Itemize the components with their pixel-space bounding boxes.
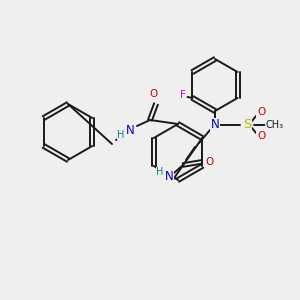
Text: H: H [117, 130, 125, 140]
Text: O: O [257, 107, 265, 117]
Text: F: F [179, 90, 185, 100]
Text: S: S [243, 118, 251, 131]
Text: N: N [165, 170, 173, 184]
Text: O: O [257, 131, 265, 141]
Text: N: N [211, 118, 219, 131]
Text: H: H [156, 167, 164, 177]
Text: O: O [206, 157, 214, 167]
Text: O: O [149, 89, 157, 99]
Text: CH₃: CH₃ [266, 120, 284, 130]
Text: N: N [126, 124, 134, 136]
